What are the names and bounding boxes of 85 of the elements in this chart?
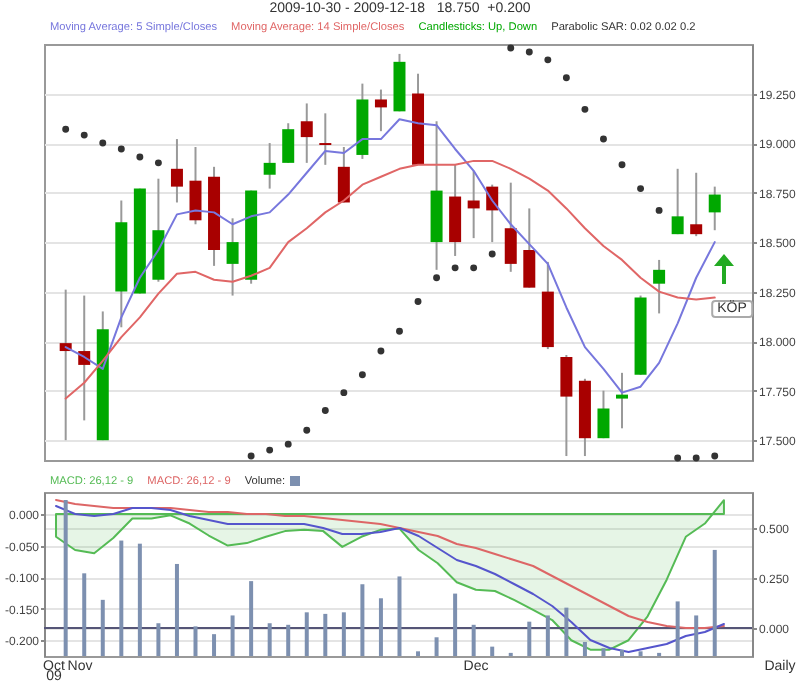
- point: [321, 407, 329, 414]
- bar: [397, 576, 402, 656]
- point: [618, 161, 626, 169]
- bar: [249, 581, 254, 656]
- bar: [100, 599, 105, 656]
- candlestick: [263, 142, 276, 190]
- point: [637, 185, 645, 193]
- point: [247, 452, 255, 460]
- bar: [174, 563, 179, 656]
- point: [340, 389, 348, 397]
- point: [80, 131, 88, 139]
- candlestick: [653, 258, 666, 315]
- point: [711, 452, 719, 460]
- bar: [378, 598, 383, 656]
- point: [284, 440, 292, 448]
- candlestick: [374, 88, 387, 133]
- candlestick: [189, 146, 202, 226]
- point: [544, 56, 552, 64]
- candlestick: [671, 167, 684, 236]
- point: [266, 446, 274, 454]
- bar: [193, 626, 198, 656]
- bar: [545, 615, 550, 656]
- point: [600, 135, 607, 143]
- point: [358, 371, 366, 379]
- point: [303, 426, 311, 434]
- bar: [304, 612, 309, 656]
- bar: [267, 623, 272, 656]
- bar: [620, 649, 625, 656]
- point: [507, 44, 515, 52]
- bar: [212, 634, 217, 656]
- candlestick: [226, 217, 239, 297]
- bar: [230, 615, 235, 656]
- bar: [360, 584, 365, 656]
- bar: [527, 621, 532, 656]
- candlestick: [597, 389, 610, 440]
- point: [674, 454, 682, 462]
- point: [581, 105, 589, 113]
- point: [62, 125, 70, 133]
- point: [470, 264, 478, 272]
- point: [488, 250, 496, 258]
- point: [655, 206, 663, 214]
- candlestick: [319, 112, 332, 166]
- bar: [63, 500, 68, 656]
- bar: [675, 601, 680, 656]
- candlestick: [449, 163, 462, 257]
- bar: [341, 612, 346, 656]
- candlestick: [337, 146, 350, 204]
- point: [525, 48, 533, 56]
- bar: [694, 615, 699, 656]
- point: [136, 153, 144, 161]
- bar: [286, 624, 291, 656]
- point: [451, 264, 459, 272]
- candlestick: [523, 207, 536, 289]
- candlestick: [467, 169, 480, 240]
- bar: [82, 573, 87, 656]
- candlestick: [282, 122, 295, 164]
- point: [414, 298, 422, 305]
- bar: [564, 607, 569, 656]
- candlestick: [616, 371, 629, 430]
- bar: [582, 641, 587, 656]
- candlestick: [504, 181, 517, 273]
- bar: [601, 648, 606, 656]
- candlestick: [170, 138, 183, 204]
- candlestick: [300, 102, 313, 164]
- bar: [156, 623, 161, 656]
- point: [396, 327, 403, 335]
- point: [154, 159, 162, 167]
- point: [377, 347, 385, 355]
- candlestick: [690, 171, 703, 238]
- candlestick: [560, 354, 573, 458]
- bar: [453, 593, 458, 656]
- point: [692, 454, 700, 462]
- bar: [323, 613, 328, 656]
- candlestick: [708, 185, 721, 232]
- point: [433, 274, 441, 282]
- bar: [119, 540, 124, 656]
- point: [99, 139, 107, 147]
- bar: [137, 543, 142, 656]
- point: [117, 145, 125, 153]
- bar: [471, 624, 476, 656]
- point: [562, 74, 570, 82]
- line-series: [64, 159, 716, 400]
- bar: [490, 646, 495, 656]
- bar: [712, 549, 717, 656]
- bar: [434, 637, 439, 656]
